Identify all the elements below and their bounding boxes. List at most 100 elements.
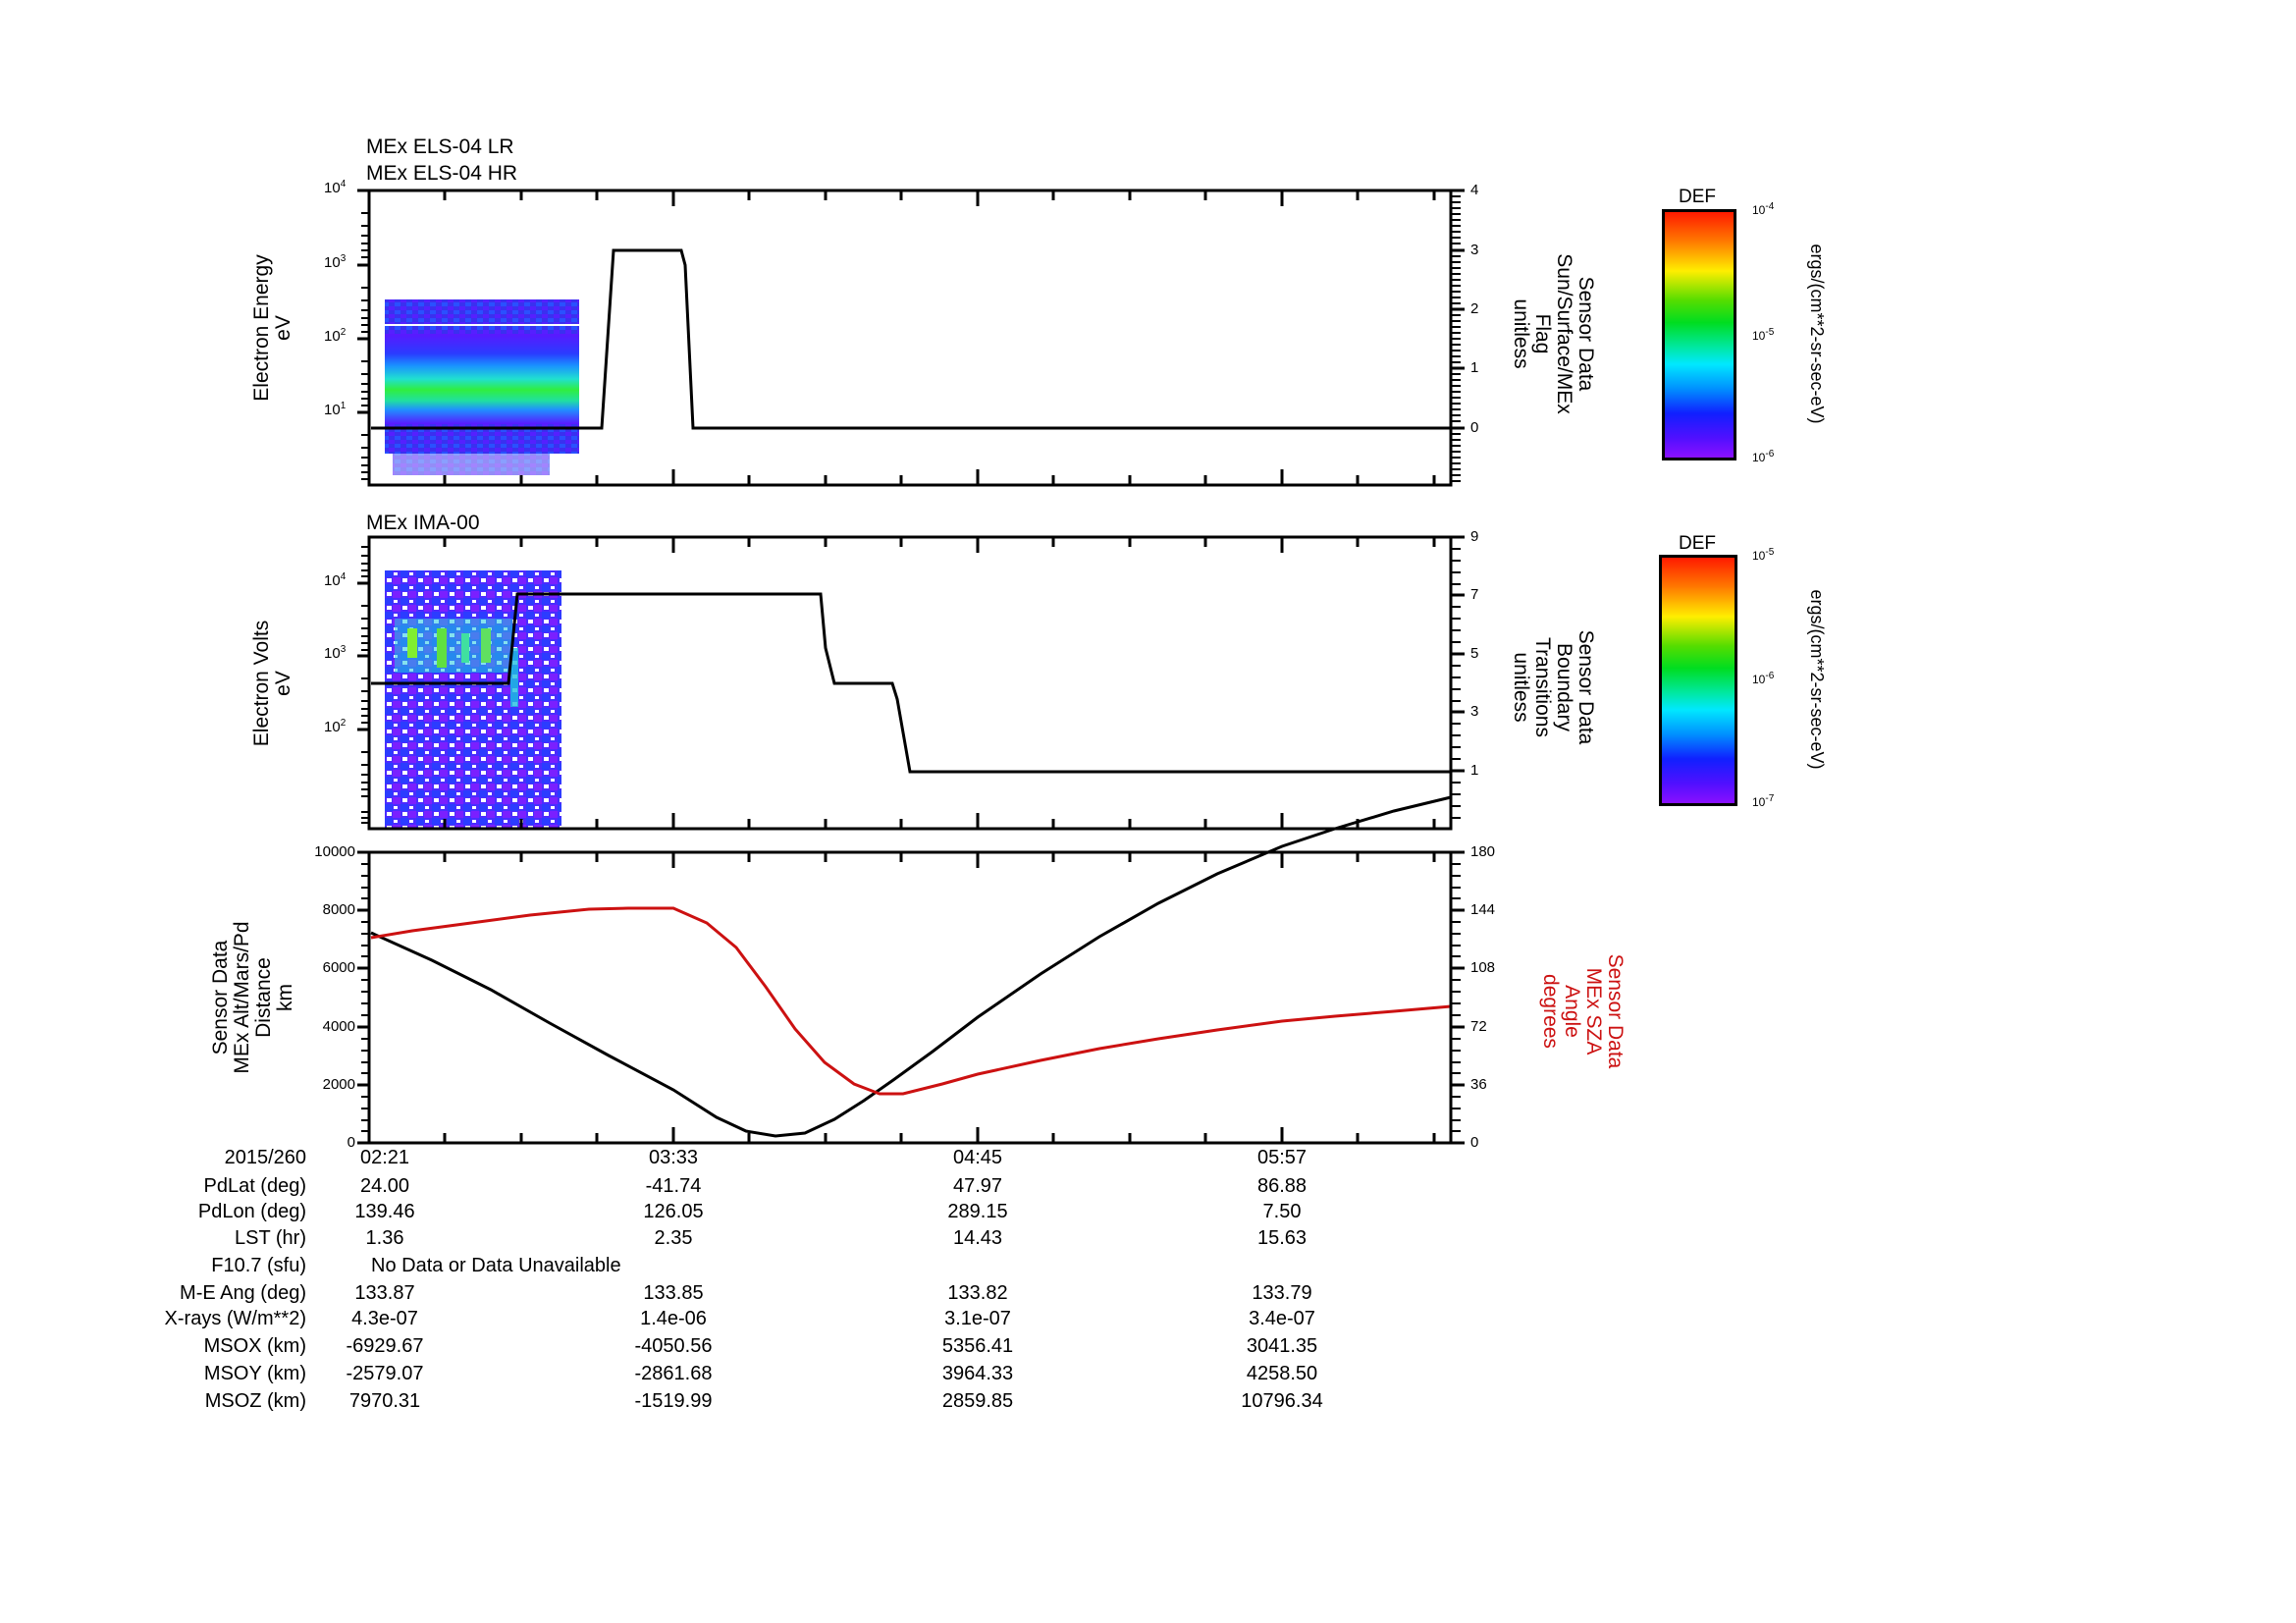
ephem-value: 24.00 [359, 1175, 410, 1197]
ima-ytick-1e2: 102 [324, 718, 347, 735]
els-ylabel: Electron Energy eV [250, 254, 294, 402]
ephem-value: 289.15 [947, 1201, 1008, 1222]
y-axis-ticks [357, 189, 1465, 1145]
ephem-value: 10796.34 [1241, 1390, 1323, 1412]
els-spectrogram [385, 299, 579, 334]
ephem-value: -41.74 [645, 1175, 702, 1197]
ephem-value: 86.88 [1256, 1175, 1308, 1197]
panel-els-title-hr: MEx ELS-04 HR [366, 162, 518, 185]
ephem-value: -2579.07 [346, 1363, 424, 1384]
ephem-label-lst: LST (hr) [235, 1227, 306, 1249]
ephem-value: 133.87 [354, 1282, 415, 1304]
flag-ytick-4: 4 [1470, 182, 1479, 198]
ephem-label-date: 2015/260 [224, 1147, 306, 1168]
ima-ytick-1e3: 103 [324, 644, 347, 662]
ephem-value: 4.3e-07 [351, 1308, 418, 1329]
ephem-value: 15.63 [1256, 1227, 1308, 1249]
time-tick-3: 05:57 [1256, 1147, 1308, 1168]
ima-ytick-1e4: 104 [324, 571, 347, 589]
ephem-value: 2.35 [654, 1227, 693, 1249]
els-ytick-1e4: 104 [324, 179, 347, 196]
boundary-ylabel: Sensor Data Boundary Transitions unitless [1510, 629, 1597, 745]
panel-ima [367, 535, 1453, 831]
time-tick-1: 03:33 [648, 1147, 699, 1168]
colorbar-ima-title: DEF [1679, 533, 1716, 554]
ephem-value: 3041.35 [1246, 1335, 1318, 1357]
panel-els [367, 189, 1453, 487]
boundary-ytick-5: 5 [1470, 645, 1479, 662]
ephem-value: 3.4e-07 [1249, 1308, 1315, 1329]
els-ytick-1e1: 101 [324, 401, 347, 418]
ephem-value: 2859.85 [941, 1390, 1014, 1412]
ephem-label-me-ang: M-E Ang (deg) [180, 1282, 306, 1304]
flag-ylabel: Sensor Data Sun/Surface/MEx Flag unitless [1510, 253, 1597, 414]
ephem-value: -6929.67 [346, 1335, 424, 1357]
ephem-value: 5356.41 [941, 1335, 1014, 1357]
ephem-value: -2861.68 [634, 1363, 713, 1384]
sza-ytick-180: 180 [1470, 843, 1496, 860]
ephem-value: 139.46 [354, 1201, 415, 1222]
boundary-ytick-3: 3 [1470, 703, 1479, 720]
ephem-value: 3.1e-07 [944, 1308, 1011, 1329]
ephem-f107-note: No Data or Data Unavailable [371, 1255, 621, 1276]
sza-ylabel: Sensor Data MEx SZA Angle degrees [1539, 953, 1627, 1069]
alt-ytick-10000: 10000 [314, 843, 355, 860]
sza-line [370, 906, 1452, 1096]
els-ytick-1e3: 103 [324, 253, 347, 271]
ephem-label-pdlon: PdLon (deg) [197, 1201, 306, 1222]
ephem-value: 7.50 [1262, 1201, 1302, 1222]
ephem-label-pdlat: PdLat (deg) [203, 1175, 306, 1197]
ephem-value: 1.4e-06 [640, 1308, 707, 1329]
ephem-label-msox: MSOX (km) [203, 1335, 306, 1357]
alt-ytick-4000: 4000 [322, 1018, 355, 1035]
colorbar-ima [1659, 555, 1737, 806]
ephem-label-msoy: MSOY (km) [203, 1363, 306, 1384]
time-tick-0: 02:21 [359, 1147, 410, 1168]
flag-ytick-3: 3 [1470, 242, 1479, 258]
ephem-value: 4258.50 [1246, 1363, 1318, 1384]
colorbar-ima-max: 10-5 [1752, 547, 1775, 563]
panel-els-title-lr: MEx ELS-04 LR [366, 135, 514, 158]
alt-ytick-6000: 6000 [322, 959, 355, 976]
sun-surface-flag-line [371, 248, 1451, 430]
alt-ylabel: Sensor Data MEx Alt/Mars/Pd Distance km [209, 921, 296, 1074]
altitude-line [370, 795, 1452, 1138]
ephem-label-f107: F10.7 (sfu) [211, 1255, 306, 1276]
ephem-value: -4050.56 [634, 1335, 713, 1357]
colorbar-els-max: 10-4 [1752, 201, 1775, 217]
alt-ytick-8000: 8000 [322, 901, 355, 918]
ima-spectrogram [385, 570, 561, 828]
ephem-value: -1519.99 [634, 1390, 713, 1412]
ephem-value: 133.85 [643, 1282, 704, 1304]
ephem-label-msoz: MSOZ (km) [204, 1390, 306, 1412]
panel-ima-title: MEx IMA-00 [366, 512, 480, 534]
ephem-value: 1.36 [365, 1227, 404, 1249]
colorbar-els [1662, 209, 1736, 460]
alt-ytick-0: 0 [347, 1134, 355, 1151]
colorbar-ima-unit: ergs/(cm**2-sr-sec-eV) [1807, 589, 1827, 770]
boundary-transitions-line [371, 592, 1451, 774]
ephem-value: 14.43 [952, 1227, 1003, 1249]
colorbar-els-unit: ergs/(cm**2-sr-sec-eV) [1807, 243, 1827, 424]
ephem-value: 3964.33 [941, 1363, 1014, 1384]
colorbar-els-title: DEF [1679, 187, 1716, 207]
colorbar-ima-min: 10-7 [1752, 793, 1775, 809]
sza-ytick-72: 72 [1470, 1018, 1487, 1035]
boundary-ytick-1: 1 [1470, 762, 1479, 779]
ephem-label-xrays: X-rays (W/m**2) [164, 1308, 306, 1329]
sza-ytick-144: 144 [1470, 901, 1496, 918]
ephem-value: 126.05 [643, 1201, 704, 1222]
ephem-value: 133.79 [1252, 1282, 1312, 1304]
ima-ylabel: Electron Volts eV [250, 620, 294, 747]
boundary-ytick-7: 7 [1470, 586, 1479, 603]
sza-ytick-36: 36 [1470, 1076, 1487, 1093]
panel-altitude-sza [367, 795, 1453, 1145]
colorbar-els-mid: 10-5 [1752, 327, 1775, 343]
time-tick-2: 04:45 [952, 1147, 1003, 1168]
alt-ytick-2000: 2000 [322, 1076, 355, 1093]
sza-ytick-0: 0 [1470, 1134, 1479, 1151]
y-axis-minor-ticks [361, 195, 1461, 1132]
colorbar-els-min: 10-6 [1752, 449, 1775, 464]
flag-ytick-0: 0 [1470, 419, 1479, 436]
